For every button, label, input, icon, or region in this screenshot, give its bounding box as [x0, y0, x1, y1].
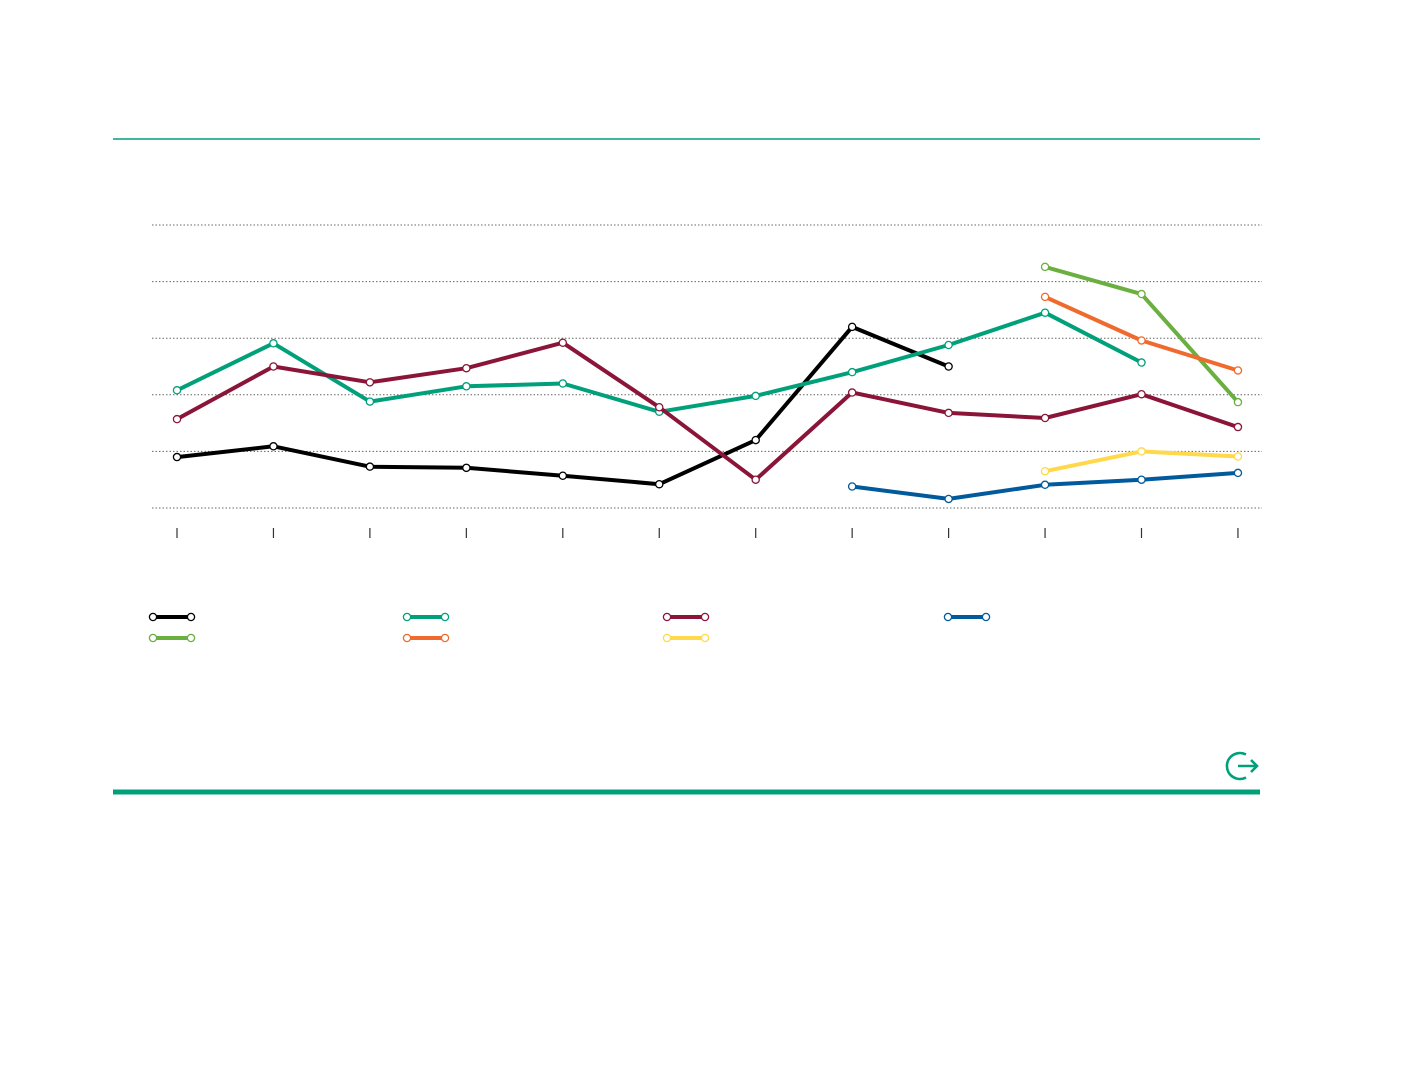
data-point[interactable] [944, 494, 953, 504]
export-icon [1225, 751, 1259, 781]
series-line [175, 324, 951, 487]
data-point[interactable] [462, 363, 471, 373]
legend-marker [700, 633, 710, 643]
series-lines [172, 262, 1243, 504]
data-point[interactable] [462, 463, 471, 473]
series-6 [1040, 292, 1243, 375]
legend [148, 612, 991, 643]
data-point[interactable] [1233, 397, 1243, 407]
data-point[interactable] [1137, 475, 1146, 484]
export-button[interactable] [1222, 748, 1262, 784]
data-point[interactable] [655, 403, 664, 412]
series-7 [1040, 447, 1243, 476]
data-point[interactable] [1040, 480, 1050, 490]
legend-marker [148, 633, 158, 643]
data-point[interactable] [172, 414, 182, 424]
series-line [175, 310, 1144, 414]
series-5 [1040, 262, 1243, 407]
legend-marker [981, 612, 991, 622]
legend-item [148, 633, 196, 643]
series-line [1043, 264, 1240, 405]
data-point[interactable] [1040, 466, 1050, 476]
data-point[interactable] [1040, 262, 1050, 272]
data-point[interactable] [1233, 422, 1243, 432]
data-point[interactable] [1137, 289, 1146, 299]
legend-marker [440, 612, 450, 622]
data-point[interactable] [751, 391, 760, 401]
data-point[interactable] [1233, 452, 1243, 461]
data-point[interactable] [365, 462, 375, 471]
data-point[interactable] [944, 408, 953, 418]
legend-marker [186, 633, 196, 643]
data-point[interactable] [1137, 336, 1146, 345]
legend-marker [440, 633, 450, 643]
series-4 [847, 468, 1243, 504]
data-point[interactable] [847, 388, 857, 397]
data-point[interactable] [1233, 468, 1243, 478]
data-point[interactable] [1137, 358, 1146, 367]
data-point[interactable] [847, 367, 857, 377]
legend-item [943, 612, 991, 622]
legend-marker [662, 612, 672, 622]
data-point[interactable] [172, 386, 182, 395]
data-point[interactable] [269, 442, 278, 451]
data-point[interactable] [269, 362, 278, 371]
series-2 [172, 308, 1146, 417]
data-point[interactable] [751, 475, 760, 484]
data-point[interactable] [1137, 389, 1146, 399]
legend-marker [662, 633, 672, 643]
legend-marker [402, 633, 412, 643]
data-point[interactable] [172, 452, 182, 462]
data-point[interactable] [1233, 366, 1243, 375]
x-axis-ticks [176, 528, 1239, 538]
data-point[interactable] [847, 482, 857, 491]
data-point[interactable] [1040, 413, 1050, 423]
legend-marker [402, 612, 412, 622]
series-line [175, 340, 1240, 482]
data-point[interactable] [944, 340, 953, 350]
data-point[interactable] [1137, 447, 1146, 456]
data-point[interactable] [365, 397, 375, 406]
data-point[interactable] [944, 362, 953, 371]
data-point[interactable] [558, 338, 568, 347]
legend-marker [148, 612, 158, 622]
legend-marker [700, 612, 710, 622]
data-point[interactable] [847, 322, 857, 332]
data-point[interactable] [365, 378, 375, 387]
gridlines [152, 224, 1262, 509]
data-point[interactable] [1040, 308, 1050, 317]
series-3 [172, 338, 1243, 484]
data-point[interactable] [269, 339, 278, 348]
data-point[interactable] [558, 379, 568, 388]
data-point[interactable] [655, 479, 664, 489]
legend-item [402, 633, 450, 643]
series-1 [172, 322, 953, 489]
legend-item [662, 612, 710, 622]
legend-marker [943, 612, 953, 622]
legend-item [148, 612, 196, 622]
data-point[interactable] [462, 382, 471, 391]
data-point[interactable] [1040, 292, 1050, 302]
legend-item [662, 633, 710, 643]
data-point[interactable] [751, 435, 760, 445]
data-point[interactable] [558, 471, 568, 480]
legend-item [402, 612, 450, 622]
legend-marker [186, 612, 196, 622]
